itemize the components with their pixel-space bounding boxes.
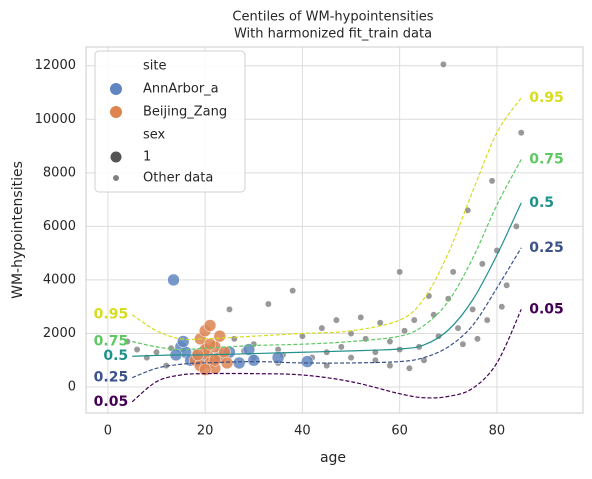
y-axis-label: WM-hypointensities <box>10 161 26 299</box>
data-point <box>405 364 413 372</box>
centile-label: 0.95 <box>94 307 129 323</box>
data-point <box>435 332 443 340</box>
legend-marker <box>110 106 122 118</box>
data-point <box>203 319 217 332</box>
chart-subtitle: With harmonized fit_train data <box>234 27 432 42</box>
data-point <box>425 292 433 300</box>
centile-label: 0.5 <box>103 348 128 364</box>
data-point <box>517 129 525 137</box>
legend-label: AnnArbor_a <box>143 82 219 97</box>
centile-curve <box>132 159 522 351</box>
legend-title: site <box>143 59 166 74</box>
legend-marker <box>110 83 122 95</box>
data-point <box>218 345 231 359</box>
data-point <box>469 305 477 313</box>
data-point <box>478 260 486 268</box>
data-point <box>512 222 520 230</box>
data-point <box>464 206 472 214</box>
x-tick-label: 20 <box>197 424 214 439</box>
centile-label: 0.75 <box>529 151 564 167</box>
data-point <box>347 354 355 362</box>
data-point <box>376 319 384 327</box>
data-point <box>444 295 452 303</box>
centile-label: 0.75 <box>94 334 129 350</box>
data-point <box>371 356 379 364</box>
y-tick-label: 12000 <box>35 58 76 73</box>
data-point <box>264 300 272 308</box>
legend-marker <box>113 175 119 181</box>
data-point <box>208 354 222 367</box>
data-point <box>459 340 467 348</box>
y-tick-label: 6000 <box>43 219 76 234</box>
x-axis-label: age <box>320 450 346 466</box>
centile-label: 0.05 <box>94 394 129 410</box>
x-tick-label: 80 <box>489 424 506 439</box>
data-point <box>337 343 345 351</box>
centile-label: 0.25 <box>529 240 564 256</box>
data-point <box>213 329 226 343</box>
centile-label: 0.95 <box>529 90 564 106</box>
legend-label: Beijing_Zang <box>143 105 227 120</box>
centile-curve <box>131 247 522 379</box>
chart-title: Centiles of WM-hypointensities <box>232 10 433 25</box>
x-tick-label: 40 <box>294 424 311 439</box>
data-point <box>454 324 462 332</box>
data-point <box>362 335 370 343</box>
data-point <box>357 313 365 321</box>
centile-label: 0.05 <box>529 301 564 317</box>
centile-curve <box>131 97 522 341</box>
data-point <box>232 356 246 370</box>
x-tick-label: 0 <box>104 424 112 439</box>
data-point <box>488 177 496 185</box>
data-point <box>439 60 447 68</box>
data-point <box>474 335 481 343</box>
data-point <box>247 354 261 367</box>
data-point <box>386 338 394 345</box>
data-point <box>483 316 491 324</box>
data-point <box>167 273 180 287</box>
data-point <box>396 268 404 276</box>
centile-curve <box>132 202 522 357</box>
data-point <box>503 281 511 289</box>
legend-title: sex <box>143 128 166 143</box>
data-point <box>410 316 418 324</box>
plot-frame <box>85 46 584 414</box>
legend-box <box>94 50 246 193</box>
data-point <box>198 363 212 376</box>
data-point <box>498 303 506 311</box>
data-point <box>226 305 233 313</box>
legend-label: Other data <box>143 171 213 186</box>
data-point <box>133 346 141 353</box>
centile-label: 0.25 <box>94 370 129 386</box>
data-point <box>332 316 340 324</box>
centile-curve <box>131 309 522 403</box>
y-tick-label: 4000 <box>43 272 76 287</box>
y-tick-label: 10000 <box>35 112 76 127</box>
data-point <box>301 355 314 368</box>
data-point <box>289 287 297 295</box>
data-point <box>271 351 285 364</box>
legend-label: 1 <box>143 150 151 165</box>
y-tick-label: 8000 <box>43 165 76 180</box>
data-point <box>401 327 408 335</box>
y-tick-label: 0 <box>68 380 76 395</box>
data-point <box>153 348 160 356</box>
x-tick-label: 60 <box>391 424 408 439</box>
data-point <box>386 362 394 370</box>
data-point <box>242 343 256 356</box>
data-point <box>177 335 190 348</box>
data-point <box>220 356 234 370</box>
data-point <box>449 268 457 276</box>
centile-label: 0.5 <box>529 195 554 211</box>
legend-marker <box>110 151 122 163</box>
y-tick-label: 2000 <box>43 326 76 341</box>
data-point <box>123 338 131 345</box>
data-point <box>323 362 331 370</box>
data-point <box>318 324 326 332</box>
